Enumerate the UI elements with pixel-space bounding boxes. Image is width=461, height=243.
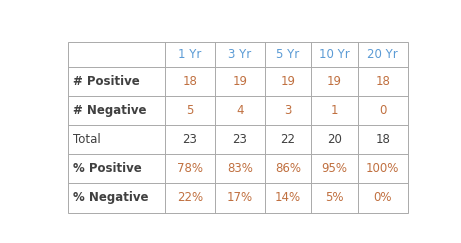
Text: 95%: 95% (321, 162, 348, 175)
Text: 22: 22 (281, 133, 296, 146)
Text: # Negative: # Negative (73, 104, 146, 117)
Text: 23: 23 (183, 133, 197, 146)
Text: 3: 3 (284, 104, 292, 117)
Text: 4: 4 (236, 104, 243, 117)
Text: 20 Yr: 20 Yr (367, 48, 398, 61)
Text: 14%: 14% (275, 191, 301, 204)
Text: 10 Yr: 10 Yr (319, 48, 350, 61)
Text: Total: Total (73, 133, 100, 146)
Text: 3 Yr: 3 Yr (228, 48, 251, 61)
Text: 0: 0 (379, 104, 386, 117)
Text: # Positive: # Positive (73, 75, 139, 88)
Text: 18: 18 (183, 75, 197, 88)
Text: % Positive: % Positive (73, 162, 142, 175)
Text: 23: 23 (232, 133, 247, 146)
Text: 5%: 5% (325, 191, 344, 204)
Text: 5: 5 (186, 104, 194, 117)
Text: 20: 20 (327, 133, 342, 146)
Text: % Negative: % Negative (73, 191, 148, 204)
Text: 5 Yr: 5 Yr (277, 48, 300, 61)
Text: 19: 19 (232, 75, 248, 88)
Text: 1: 1 (331, 104, 338, 117)
Text: 100%: 100% (366, 162, 399, 175)
Text: 1 Yr: 1 Yr (178, 48, 201, 61)
Text: 18: 18 (375, 75, 390, 88)
Text: 83%: 83% (227, 162, 253, 175)
Text: 78%: 78% (177, 162, 203, 175)
Text: 22%: 22% (177, 191, 203, 204)
Text: 19: 19 (281, 75, 296, 88)
Text: 18: 18 (375, 133, 390, 146)
Text: 86%: 86% (275, 162, 301, 175)
Text: 17%: 17% (227, 191, 253, 204)
Text: 0%: 0% (373, 191, 392, 204)
Text: 19: 19 (327, 75, 342, 88)
